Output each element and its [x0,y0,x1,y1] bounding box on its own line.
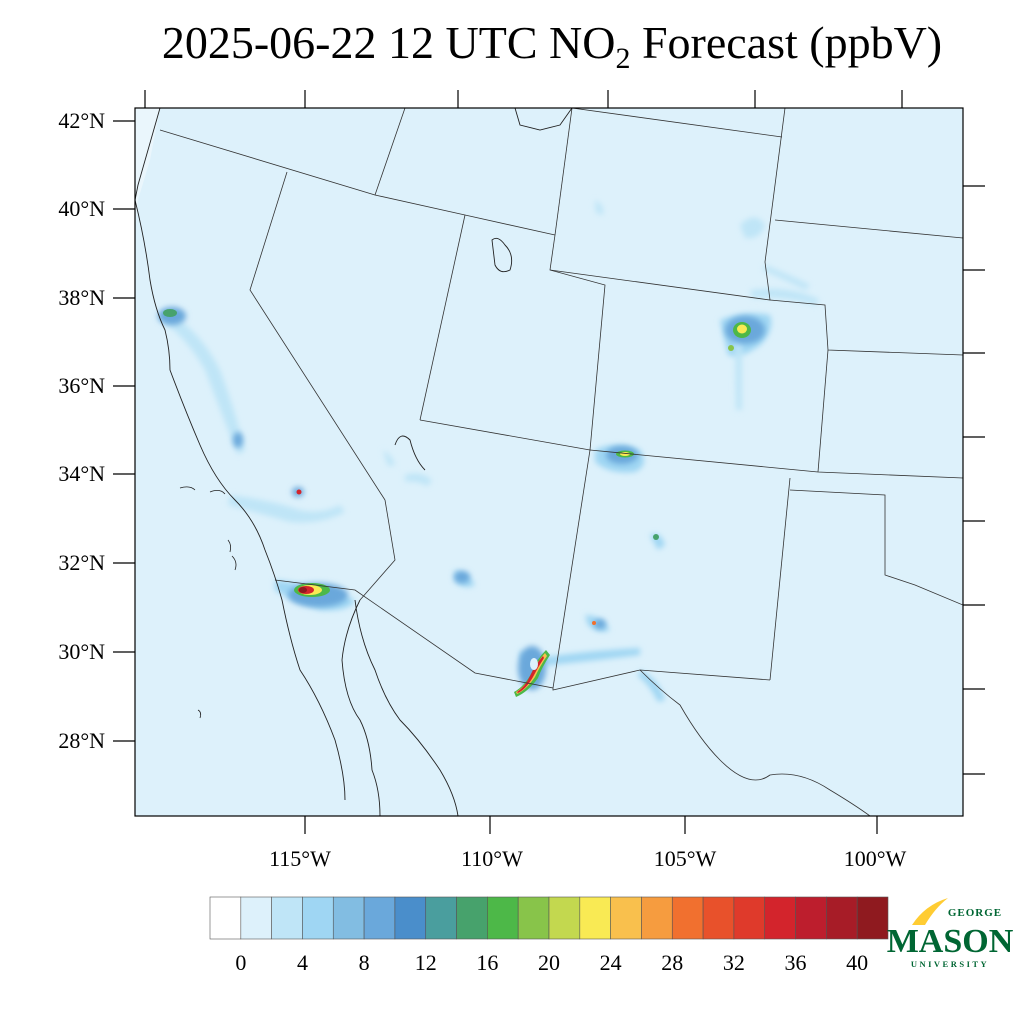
colorbar-tick-label: 4 [297,950,308,975]
colorbar-swatch [764,896,796,940]
map-frame [134,107,964,817]
colorbar-swatch [610,896,642,940]
colorbar-tick-label: 28 [661,950,683,975]
pacific-ocean-edge [135,108,160,230]
state-borders [159,108,963,816]
colorbar-swatch [332,896,365,940]
longitude-labels: 115°W 110°W 105°W 100°W [269,846,906,871]
lon-label: 110°W [461,846,523,871]
colorbar-tick-label: 12 [415,950,437,975]
colorbar-swatch [302,896,334,940]
page-title: 2025-06-22 12 UTC NO2 Forecast (ppbV) [162,17,942,75]
map-background [135,108,963,816]
colorbar-swatch [671,896,704,940]
colorbar-swatch [795,896,827,940]
colorbar [209,896,889,940]
logo-bottom-text: UNIVERSITY [911,959,989,969]
logo-main-text: MASON [887,923,1014,960]
colorbar-swatch [641,896,673,940]
lat-label: 34°N [58,461,105,486]
colorbar-tick-label: 8 [359,950,370,975]
colorbar-tick-label: 40 [846,950,868,975]
colorbar-tick-label: 20 [538,950,560,975]
lat-label: 30°N [58,639,105,664]
hotspot-san-francisco [163,309,177,317]
colorbar-swatch [456,896,488,940]
islands [179,486,237,719]
colorbar-swatch [702,896,735,940]
colorbar-swatch [209,896,242,940]
colorbar-swatch [548,896,581,940]
colorbar-swatch [240,896,272,940]
lat-label: 28°N [58,728,105,753]
colorbar-tick-label: 36 [785,950,807,975]
lat-label: 40°N [58,196,105,221]
map-panel: 42°N 40°N 38°N 36°N 34°N 32°N 30°N 28°N … [58,90,985,871]
colorbar-labels: 0 4 8 12 16 20 24 28 32 36 40 [235,950,868,975]
colorbar-swatch [394,896,427,940]
lat-label: 38°N [58,285,105,310]
george-mason-logo: GEORGE MASON UNIVERSITY [887,898,1014,969]
map-ticks [113,90,985,834]
colorbar-swatch [826,896,858,940]
colorbar-swatch [856,896,889,940]
colorbar-tick-label: 32 [723,950,745,975]
lon-label: 115°W [269,846,331,871]
colorbar-tick-label: 0 [235,950,246,975]
latitude-labels: 42°N 40°N 38°N 36°N 34°N 32°N 30°N 28°N [58,108,105,753]
lon-label: 100°W [844,846,907,871]
logo-top-text: GEORGE [948,907,1002,919]
coastline [135,108,573,816]
colorbar-swatch [517,896,550,940]
colorbar-swatch [487,896,519,940]
lat-label: 36°N [58,373,105,398]
lat-label: 32°N [58,550,105,575]
colorbar-swatch [425,896,457,940]
colorbar-swatch [271,896,303,940]
high-concentration-hotspots [163,309,751,697]
colorbar-swatch [363,896,396,940]
colorbar-swatch [579,896,611,940]
colorbar-tick-label: 24 [600,950,622,975]
colorbar-swatch [733,896,766,940]
logo-swoosh [912,898,948,925]
colorbar-tick-label: 16 [476,950,498,975]
lon-label: 105°W [654,846,717,871]
lat-label: 42°N [58,108,105,133]
